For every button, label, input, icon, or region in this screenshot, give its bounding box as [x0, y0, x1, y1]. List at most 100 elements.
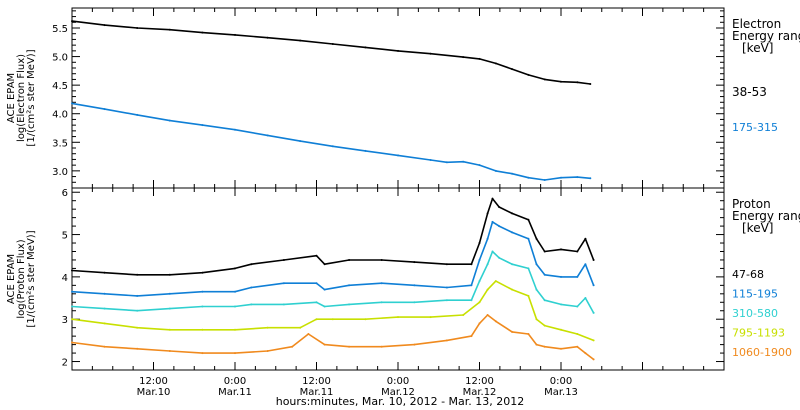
data-point — [323, 305, 326, 308]
data-point — [543, 299, 546, 302]
data-point — [494, 280, 497, 283]
data-point — [445, 286, 448, 289]
data-point — [560, 80, 562, 83]
data-point — [543, 345, 546, 348]
data-point — [478, 242, 481, 244]
x-axis-title: hours:minutes, Mar. 10, 2012 - Mar. 13, … — [276, 395, 525, 408]
data-point — [486, 263, 489, 266]
data-point — [348, 345, 351, 348]
y-tick-label: 3.5 — [52, 138, 68, 149]
data-point — [71, 341, 73, 344]
data-point — [445, 161, 448, 164]
data-point — [413, 301, 416, 304]
data-point — [445, 339, 448, 342]
data-point — [136, 309, 139, 312]
data-point — [103, 322, 106, 325]
data-point — [413, 343, 416, 346]
data-point — [71, 318, 73, 321]
data-point — [498, 206, 501, 208]
data-point — [560, 347, 562, 350]
series-line — [71, 102, 591, 181]
data-point — [511, 212, 514, 215]
x-tick-date-label: Mar.10 — [137, 387, 171, 398]
data-point — [445, 263, 448, 266]
series-line — [71, 221, 595, 297]
data-point — [201, 124, 204, 127]
y-tick-label: 4.5 — [52, 81, 68, 92]
y-tick-label: 3 — [62, 315, 68, 326]
y-tick-label: 2 — [62, 358, 68, 369]
data-point — [71, 20, 73, 23]
data-point — [307, 333, 310, 335]
data-point — [429, 159, 432, 161]
data-point — [576, 81, 579, 84]
data-point — [486, 212, 489, 215]
x-tick-time-label: 12:00 — [139, 376, 168, 387]
data-point — [168, 119, 171, 122]
data-point — [103, 292, 106, 295]
data-point — [576, 305, 579, 308]
data-point — [103, 307, 106, 310]
data-point — [103, 271, 106, 274]
x-tick-date-label: Mar.11 — [300, 387, 334, 398]
x-tick-date-label: Mar.13 — [544, 387, 578, 398]
data-point — [576, 275, 579, 278]
data-point — [486, 314, 489, 316]
data-point — [136, 27, 139, 29]
data-point — [250, 286, 253, 289]
data-point — [584, 263, 587, 266]
data-point — [331, 318, 334, 321]
data-point — [315, 282, 318, 285]
data-point — [397, 316, 399, 319]
x-tick-time-label: 0:00 — [550, 376, 572, 387]
data-point — [364, 318, 367, 321]
data-point — [266, 326, 269, 329]
legend-entry: 1060-1900 — [732, 346, 792, 359]
data-point — [71, 290, 73, 293]
data-point — [323, 343, 326, 346]
y-tick-label: 4.0 — [52, 110, 68, 121]
data-point — [470, 335, 473, 338]
data-point — [511, 231, 514, 234]
data-point — [168, 328, 171, 331]
data-point — [234, 328, 236, 331]
y-tick-label: 3.0 — [52, 167, 68, 178]
legend-entry: 38-53 — [732, 85, 767, 99]
electron-panel: 3.0 3.5 4.0 4.5 5.0 5.5 ACE EPAM log(Electron F… — [6, 7, 800, 189]
data-point — [299, 140, 302, 143]
data-point — [71, 305, 73, 308]
data-point — [234, 128, 236, 131]
legend-entry: 175-315 — [732, 121, 778, 134]
data-point — [397, 49, 399, 52]
y-axis-label-line: ACE EPAM — [6, 254, 17, 304]
y-tick-label: 5.5 — [52, 24, 68, 35]
series-line — [71, 250, 595, 314]
data-point — [331, 145, 334, 148]
data-point — [201, 305, 204, 308]
data-point — [462, 56, 465, 59]
data-point — [527, 267, 530, 270]
data-point — [535, 318, 538, 321]
data-point — [527, 73, 530, 76]
data-point — [266, 36, 269, 39]
data-point — [282, 282, 285, 285]
data-point — [413, 261, 416, 264]
x-tick-time-label: 12:00 — [465, 376, 494, 387]
data-point — [136, 347, 139, 350]
x-tick-date-label: Mar.11 — [218, 387, 252, 398]
data-point — [470, 299, 473, 302]
x-tick-date-label: Mar.12 — [463, 387, 497, 398]
data-point — [380, 282, 383, 285]
data-point — [250, 263, 253, 266]
legend-entry: 795-1193 — [732, 327, 785, 340]
data-point — [201, 31, 204, 34]
data-point — [592, 311, 595, 314]
data-point — [543, 273, 546, 276]
data-point — [397, 154, 399, 157]
x-tick-time-label: 0:00 — [387, 376, 409, 387]
data-point — [527, 294, 530, 297]
data-point — [584, 237, 587, 240]
data-point — [511, 68, 514, 71]
data-point — [498, 225, 501, 228]
